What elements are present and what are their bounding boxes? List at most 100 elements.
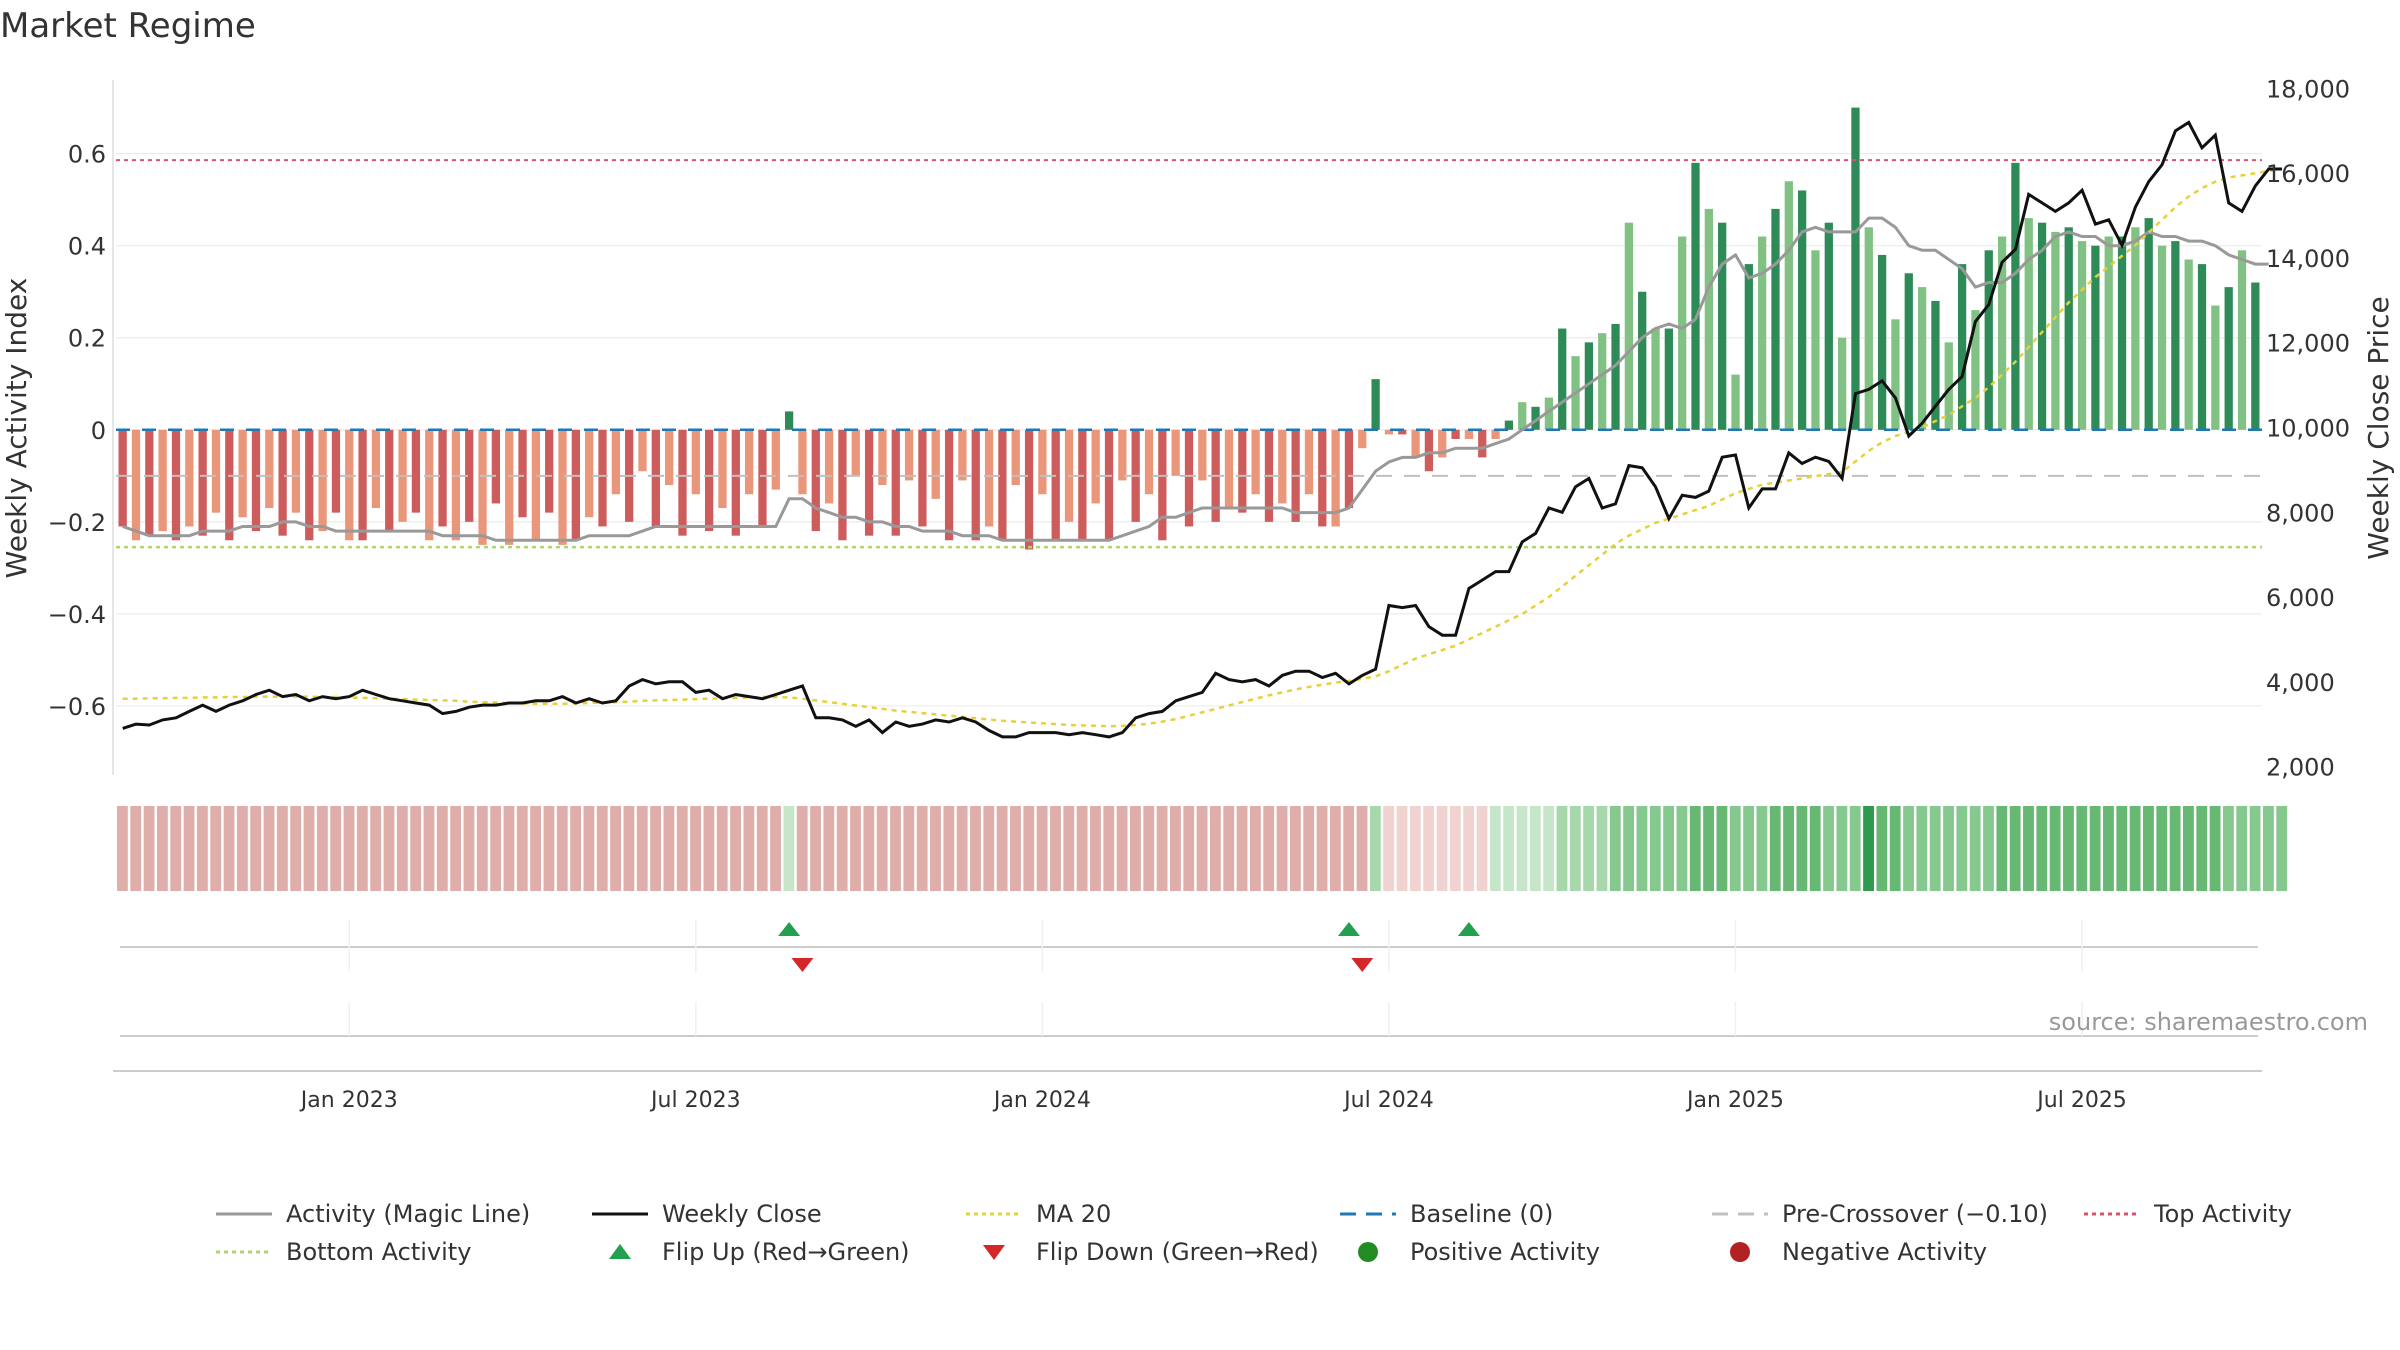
activity-bar	[1704, 208, 1713, 430]
activity-bar	[145, 429, 154, 536]
legend-label: Top Activity	[2154, 1200, 2292, 1228]
activity-bar	[1451, 429, 1460, 440]
activity-bar	[1424, 429, 1434, 472]
activity-bar	[211, 429, 221, 513]
legend-label: Pre-Crossover (−0.10)	[1782, 1200, 2049, 1228]
regime-strip-cell	[1423, 806, 1435, 891]
activity-bar	[465, 429, 474, 522]
regime-strip-cell	[1743, 806, 1754, 891]
regime-strip-cell	[2036, 806, 2048, 891]
regime-strip-cell	[2103, 806, 2114, 891]
activity-bar	[1011, 429, 1020, 486]
regime-strip-cell	[570, 806, 582, 891]
regime-strip-cell	[2143, 806, 2154, 891]
legend-swatch	[216, 1212, 272, 1216]
activity-bar	[651, 429, 660, 527]
regime-strip-cell	[1729, 806, 1741, 891]
regime-strip-cell	[850, 806, 861, 891]
regime-strip-cell	[2196, 806, 2208, 891]
regime-strip-cell	[503, 806, 515, 891]
x-tick-label: Jul 2023	[649, 1088, 741, 1113]
regime-strip-cell	[1609, 806, 1621, 891]
activity-bar	[478, 429, 487, 545]
regime-strip-cell	[836, 806, 848, 891]
activity-bar	[798, 429, 807, 495]
regime-strip-cell	[1783, 806, 1794, 891]
regime-strip-cell	[1036, 806, 1048, 891]
series-lines	[122, 120, 2283, 739]
chart-title: Market Regime	[0, 6, 256, 46]
activity-bar	[1198, 429, 1207, 481]
regime-strip-cell	[1916, 806, 1928, 891]
regime-strip-cell	[2169, 806, 2181, 891]
regime-strip-cell	[1409, 806, 1421, 891]
activity-bar	[291, 429, 301, 513]
regime-strip-cell	[1569, 806, 1581, 891]
activity-bar	[1318, 429, 1327, 527]
regime-strip-cell	[863, 806, 875, 891]
regime-strip-cell	[356, 806, 368, 891]
regime-strip-cell	[783, 806, 795, 891]
regime-strip-cell	[2223, 806, 2234, 891]
activity-bar	[1398, 429, 1407, 435]
x-tick-label: Jan 2025	[1685, 1088, 1784, 1113]
activity-bar	[758, 429, 767, 527]
regime-strip-cell	[1796, 806, 1808, 891]
regime-strip-cell	[2063, 806, 2074, 891]
regime-strip-cell	[1236, 806, 1248, 891]
activity-bar	[2077, 241, 2087, 430]
activity-bar	[1158, 429, 1167, 541]
regime-strip-cell	[676, 806, 688, 891]
regime-strip-cell	[436, 806, 448, 891]
activity-bar	[864, 429, 874, 536]
regime-strip-cell	[743, 806, 755, 891]
regime-strip-cell	[1969, 806, 1981, 891]
activity-bar	[691, 429, 700, 495]
activity-bar	[505, 429, 514, 545]
legend-swatch	[1340, 1212, 1396, 1216]
regime-strip-cell	[316, 806, 328, 891]
regime-strip-cell	[703, 806, 715, 891]
y-left-tick-label: 0	[91, 417, 106, 445]
regime-strip-cell	[1503, 806, 1515, 891]
activity-bar	[1931, 300, 1940, 430]
activity-bar	[1304, 429, 1314, 495]
activity-bar	[705, 429, 714, 532]
activity-bar	[851, 429, 860, 476]
regime-strip-cell	[170, 806, 182, 891]
activity-bar	[1371, 379, 1380, 430]
regime-strip-cell	[1943, 806, 1954, 891]
regime-strip-cell	[1316, 806, 1328, 891]
regime-strip-cell	[410, 806, 422, 891]
activity-bar	[2037, 222, 2047, 430]
legend-label: Flip Up (Red→Green)	[662, 1238, 910, 1266]
regime-strip-cell	[796, 806, 808, 891]
regime-strip-cell	[276, 806, 288, 891]
activity-bar	[1278, 429, 1287, 504]
legend-item: Negative Activity	[1712, 1238, 1987, 1266]
regime-strip-cell	[396, 806, 408, 891]
regime-strip-cell	[1329, 806, 1341, 891]
activity-bar	[811, 429, 820, 532]
activity-bar	[345, 429, 354, 541]
legend-swatch	[983, 1245, 1005, 1260]
regime-strip	[117, 806, 2288, 891]
activity-bar	[784, 411, 794, 430]
regime-strip-cell	[1889, 806, 1901, 891]
regime-strip-cell	[876, 806, 888, 891]
activity-bar	[265, 429, 274, 509]
regime-strip-cell	[1649, 806, 1661, 891]
regime-strip-cell	[690, 806, 701, 891]
activity-bar	[518, 429, 527, 518]
activity-bar	[185, 429, 194, 527]
flip-up-marker	[1337, 922, 1360, 936]
regime-strip-cell	[583, 806, 595, 891]
activity-bar	[1891, 319, 1900, 430]
y-left-tick-label: −0.2	[48, 509, 106, 537]
y-right-tick-label: 4,000	[2266, 669, 2335, 697]
activity-bar	[838, 429, 847, 541]
flip-up-marker	[1457, 922, 1480, 936]
activity-bar	[878, 429, 887, 486]
activity-bar	[2117, 236, 2127, 430]
regime-strip-cell	[1756, 806, 1768, 891]
